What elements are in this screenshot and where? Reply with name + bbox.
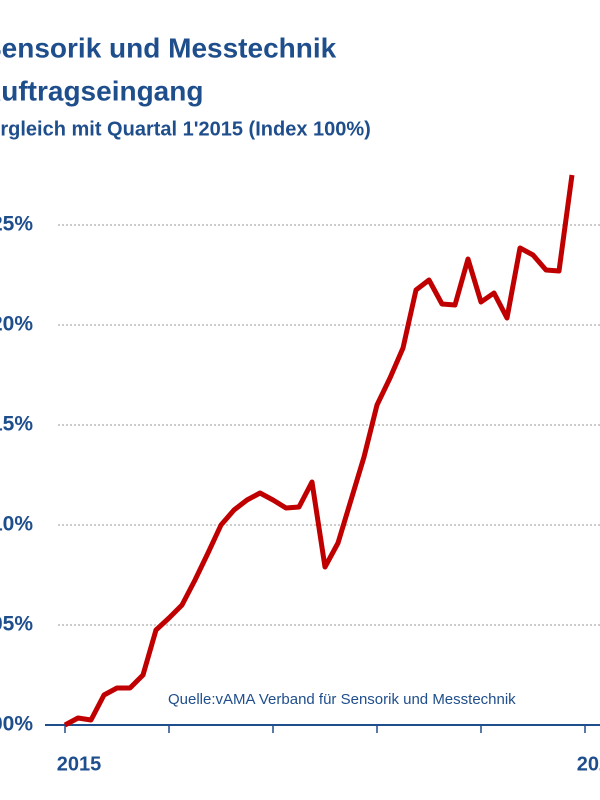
y-tick-label: 110% <box>0 513 33 536</box>
x-tick-label: 2020 <box>577 753 600 775</box>
chart-subtitle: Auftragseingang <box>0 75 203 106</box>
y-tick-label: 105% <box>0 613 33 636</box>
x-tick-label: 2015 <box>57 753 102 775</box>
data-line <box>63 174 575 728</box>
y-tick-label: 120% <box>0 313 33 336</box>
y-tick-label: 100% <box>0 713 33 736</box>
chart-title: Sensorik und Messtechnik <box>0 32 337 63</box>
chart-caption: Vergleich mit Quartal 1'2015 (Index 100%… <box>0 118 371 140</box>
y-tick-label: 115% <box>0 413 33 436</box>
y-tick-label: 125% <box>0 213 33 236</box>
source-note: Quelle:vAMA Verband für Sensorik und Mes… <box>168 691 516 708</box>
